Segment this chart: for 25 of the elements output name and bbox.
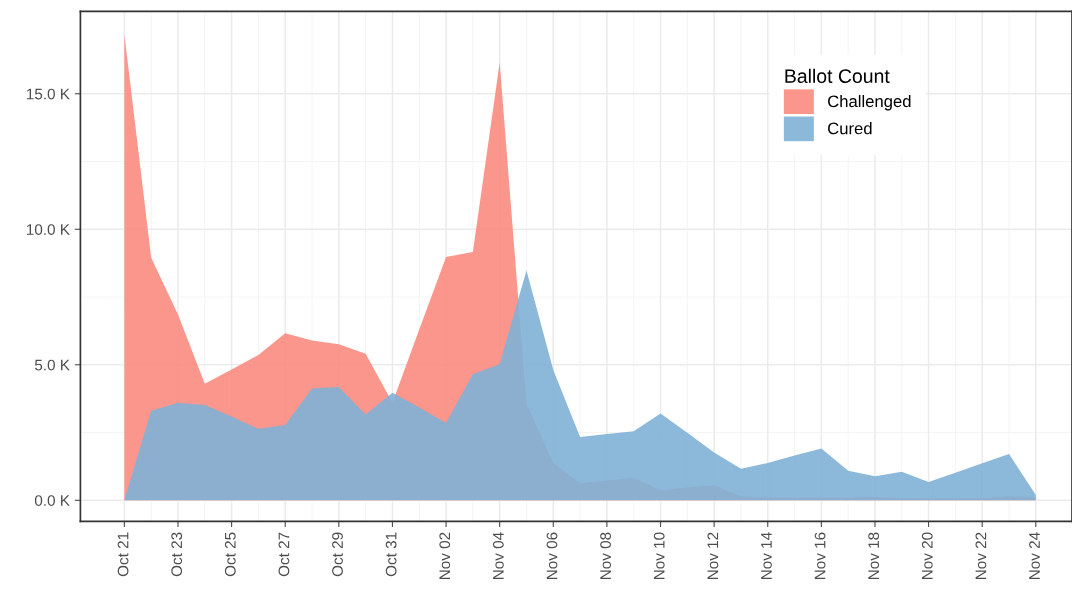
- x-tick-label: Oct 31: [385, 532, 397, 577]
- x-tick-label: Nov 16: [814, 532, 826, 580]
- x-tick-label: Nov 04: [492, 532, 504, 580]
- x-tick-label: Nov 12: [707, 532, 719, 580]
- x-tick-label: Nov 08: [600, 532, 611, 580]
- y-tick-label: 15.0 K: [26, 88, 70, 100]
- x-tick-label: Oct 25: [224, 532, 236, 577]
- x-tick-label: Oct 27: [278, 532, 290, 577]
- x-tick-label: Nov 14: [761, 532, 772, 580]
- x-tick-label: Nov 18: [868, 532, 880, 580]
- x-tick-label: Oct 23: [171, 532, 183, 577]
- legend-title: Ballot Count: [785, 68, 890, 84]
- x-tick-label: Nov 02: [439, 532, 451, 580]
- x-tick-label: Oct 29: [332, 532, 343, 577]
- y-tick-label: 10.0 K: [26, 224, 70, 235]
- y-tick-label: 0.0 K: [34, 495, 70, 506]
- legend-label: Cured: [828, 122, 872, 135]
- x-tick-label: Nov 06: [546, 532, 558, 580]
- legend-label: Challenged: [828, 94, 911, 111]
- x-tick-label: Nov 10: [653, 532, 665, 580]
- x-tick-label: Nov 22: [975, 532, 987, 580]
- x-tick-label: Oct 21: [117, 532, 129, 577]
- y-tick-label: 5.0 K: [34, 359, 70, 371]
- x-tick-label: Nov 20: [921, 532, 933, 580]
- x-tick-label: Nov 24: [1029, 532, 1040, 580]
